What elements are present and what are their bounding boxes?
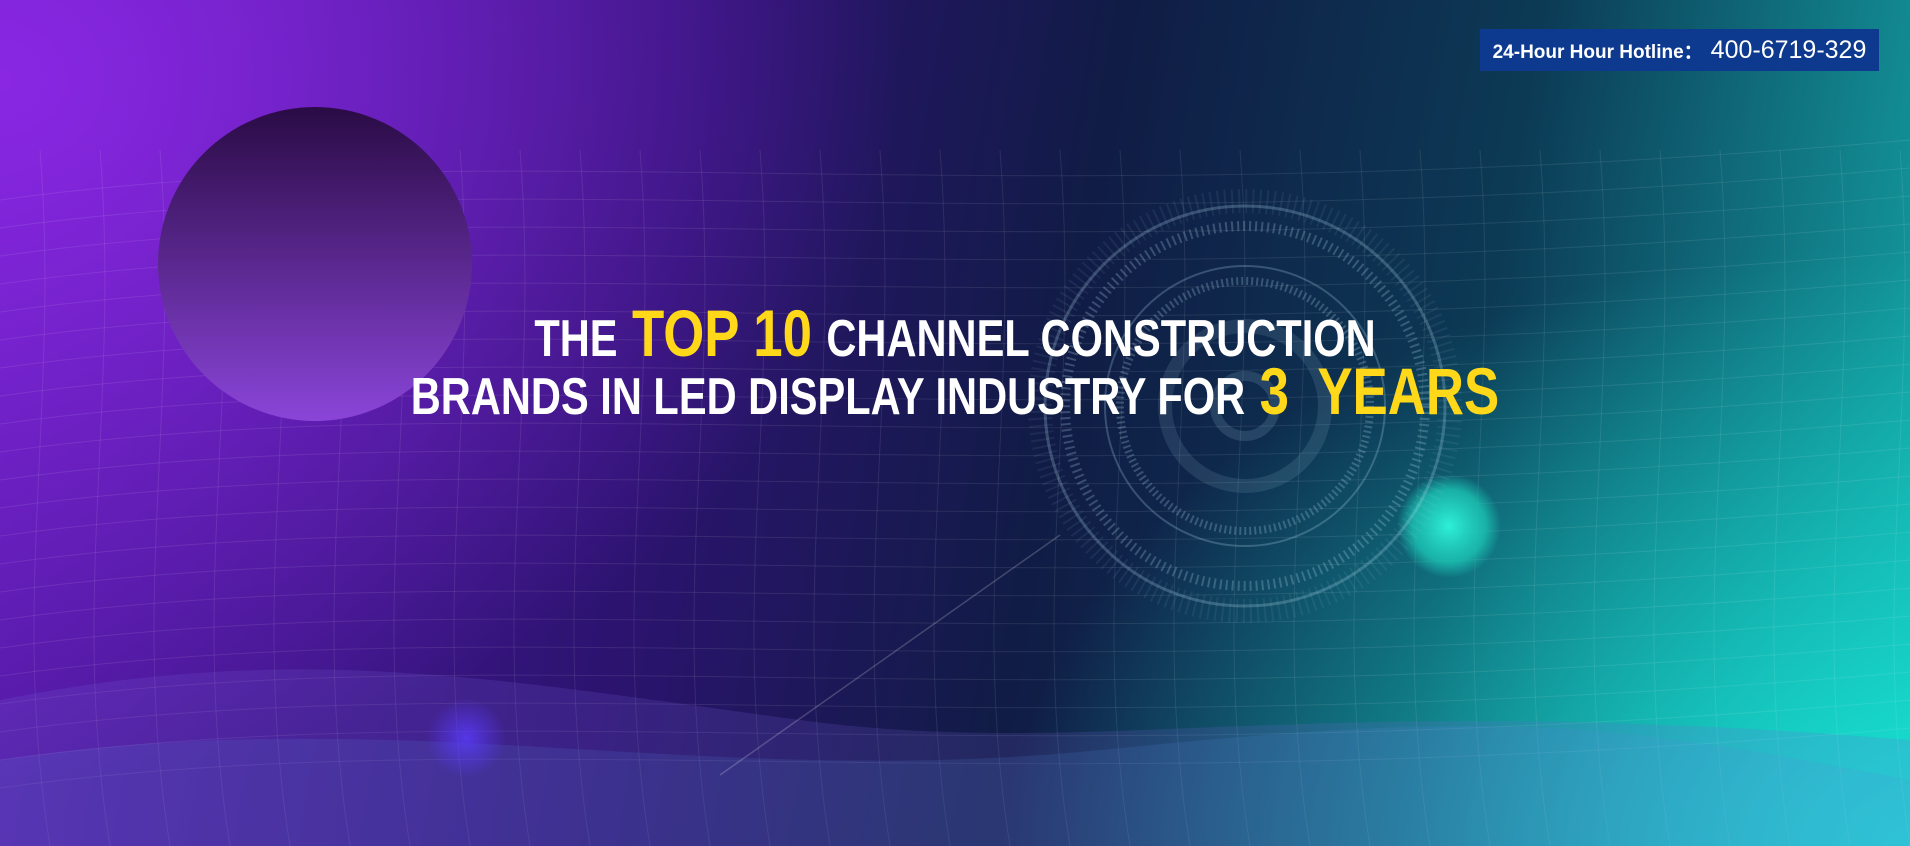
headline-line: BRANDS IN LED DISPLAY INDUSTRY FOR 3 YEAR… xyxy=(191,358,1719,424)
hotline-label: 24-Hour Hour Hotline： xyxy=(1492,41,1703,63)
grid-line xyxy=(633,149,651,846)
grid-line xyxy=(1893,149,1910,846)
grid-line xyxy=(693,149,711,846)
grid-line xyxy=(513,149,531,846)
grid-line xyxy=(93,149,111,846)
grid-line xyxy=(0,419,1910,481)
grid-line xyxy=(1533,149,1551,846)
grid-line xyxy=(813,149,831,846)
grid-line xyxy=(0,363,1910,425)
headline-highlight: 3 YEARS xyxy=(1259,354,1500,428)
grid-line xyxy=(0,587,1910,649)
grid-line xyxy=(1293,149,1311,846)
hotline-number[interactable]: 400-6719-329 xyxy=(1710,35,1867,64)
grid-line xyxy=(0,671,1910,733)
grid-line xyxy=(1233,149,1251,846)
grid-line xyxy=(1353,149,1371,846)
headline-text: THE xyxy=(534,310,618,368)
glow xyxy=(426,698,506,778)
grid-line xyxy=(0,699,1910,761)
grid-line xyxy=(0,475,1910,537)
headline-line: THE TOP 10 CHANNEL CONSTRUCTION xyxy=(191,300,1719,366)
grid-line xyxy=(1173,149,1191,846)
grid-line xyxy=(753,149,771,846)
grid-line xyxy=(993,149,1011,846)
headline-text: CHANNEL CONSTRUCTION xyxy=(826,310,1376,368)
grid-line xyxy=(0,643,1910,705)
grid-line xyxy=(1713,149,1731,846)
grid-line xyxy=(0,531,1910,593)
sphere xyxy=(158,107,472,421)
glow xyxy=(1397,474,1501,578)
grid-line xyxy=(0,727,1910,789)
grid-line xyxy=(1653,149,1671,846)
headline-text: BRANDS IN LED DISPLAY INDUSTRY FOR xyxy=(410,368,1246,426)
target-rings xyxy=(1028,189,1462,623)
grid-line xyxy=(0,503,1910,565)
light-streak xyxy=(719,534,1061,776)
grid-line xyxy=(1833,149,1851,846)
grid-line xyxy=(1053,149,1071,846)
grid-line xyxy=(1773,149,1791,846)
grid-line xyxy=(873,149,891,846)
grid-line xyxy=(0,447,1910,509)
grid-line xyxy=(33,149,51,846)
grid-line xyxy=(0,615,1910,677)
hotline-box[interactable]: 24-Hour Hour Hotline： 400-6719-329 xyxy=(1480,29,1879,71)
grid-line xyxy=(1113,149,1131,846)
grid-line xyxy=(1593,149,1611,846)
grid-line xyxy=(933,149,951,846)
headline-highlight: TOP 10 xyxy=(631,296,812,370)
grid-line xyxy=(0,559,1910,621)
grid-line xyxy=(573,149,591,846)
grid-line xyxy=(0,391,1910,453)
